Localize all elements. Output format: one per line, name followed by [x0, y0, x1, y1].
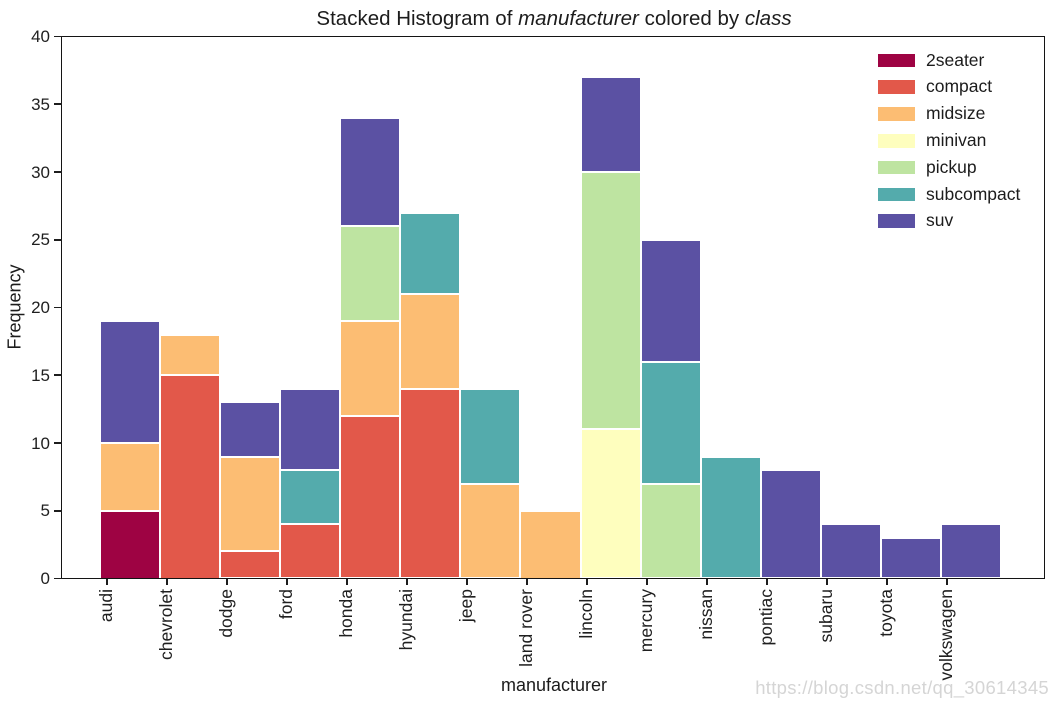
x-tick-mark	[285, 578, 288, 585]
x-tick-label-subaru: subaru	[816, 589, 837, 643]
x-tick-label-chevrolet: chevrolet	[156, 589, 177, 661]
legend-item-pickup: pickup	[878, 154, 1020, 181]
x-tick-label-dodge: dodge	[216, 589, 237, 638]
legend-label-subcompact: subcompact	[926, 183, 1021, 204]
y-tick-label: 35	[31, 94, 50, 114]
legend-swatch-pickup	[878, 160, 915, 175]
x-tick-mark	[525, 578, 528, 585]
x-tick-label-pontiac: pontiac	[756, 589, 777, 646]
x-tick-mark	[585, 578, 588, 585]
legend-swatch-minivan	[878, 134, 915, 148]
legend-swatch-midsize	[878, 107, 915, 121]
x-tick-mark	[345, 578, 348, 585]
legend-label-2seater: 2seater	[926, 49, 985, 70]
legend: 2seater compact midsize minivan pickup subcom…	[878, 47, 1020, 235]
y-tick-label: 40	[31, 27, 50, 46]
legend-label-compact: compact	[926, 76, 993, 97]
x-tick-label-jeep: jeep	[456, 589, 477, 623]
x-tick-label-nissan: nissan	[696, 589, 717, 640]
legend-swatch-suv	[878, 214, 915, 228]
legend-swatch-subcompact	[878, 187, 915, 202]
legend-item-subcompact: subcompact	[878, 181, 1020, 208]
legend-swatch-2seater	[878, 53, 915, 68]
x-tick-label-honda: honda	[336, 589, 357, 638]
x-tick-label-audi: audi	[96, 589, 117, 623]
x-tick-mark	[705, 578, 708, 585]
y-tick-label: 25	[31, 230, 50, 250]
title-italic-part: class	[744, 7, 792, 30]
x-tick-mark	[225, 578, 228, 585]
watermark-text: https://blog.csdn.net/qq_30614345	[755, 677, 1049, 698]
title-italic-part: manufacturer	[518, 7, 639, 30]
x-tick-label-mercury: mercury	[636, 589, 657, 653]
y-tick-label: 5	[40, 501, 50, 521]
legend-swatch-compact	[878, 80, 915, 94]
x-tick-label-land-rover: land rover	[516, 589, 537, 667]
legend-label-suv: suv	[926, 210, 954, 231]
legend-item-2seater: 2seater	[878, 47, 1020, 74]
x-tick-mark	[825, 578, 828, 585]
x-tick-mark	[405, 578, 408, 585]
x-tick-label-ford: ford	[276, 589, 297, 620]
y-tick-label: 10	[31, 433, 50, 453]
x-tick-label-lincoln: lincoln	[576, 589, 597, 639]
title-part: Stacked Histogram of	[316, 7, 519, 30]
y-tick-label: 30	[31, 162, 50, 182]
legend-label-midsize: midsize	[926, 103, 986, 124]
x-tick-mark	[165, 578, 168, 585]
x-tick-label-toyota: toyota	[876, 589, 897, 637]
legend-item-minivan: minivan	[878, 127, 1020, 154]
y-tick-label: 15	[31, 365, 50, 385]
x-tick-mark	[765, 578, 768, 585]
x-tick-label-hyundai: hyundai	[396, 589, 417, 651]
x-tick-mark	[885, 578, 888, 585]
x-tick-mark	[465, 578, 468, 585]
x-tick-mark	[945, 578, 948, 585]
y-axis-label: Frequency	[4, 264, 25, 350]
y-tick-label: 0	[40, 569, 50, 588]
chart-title: Stacked Histogram of manufacturer colore…	[62, 7, 1046, 31]
legend-label-pickup: pickup	[926, 156, 977, 177]
x-tick-mark	[105, 578, 108, 585]
legend-label-minivan: minivan	[926, 130, 987, 151]
legend-item-suv: suv	[878, 208, 1020, 235]
plot-frame	[61, 36, 1045, 579]
x-tick-label-volkswagen: volkswagen	[936, 589, 957, 681]
x-axis-label: manufacturer	[500, 675, 608, 695]
title-part: colored by	[638, 7, 745, 30]
legend-item-compact: compact	[878, 74, 1020, 101]
legend-item-midsize: midsize	[878, 101, 1020, 128]
x-tick-mark	[645, 578, 648, 585]
